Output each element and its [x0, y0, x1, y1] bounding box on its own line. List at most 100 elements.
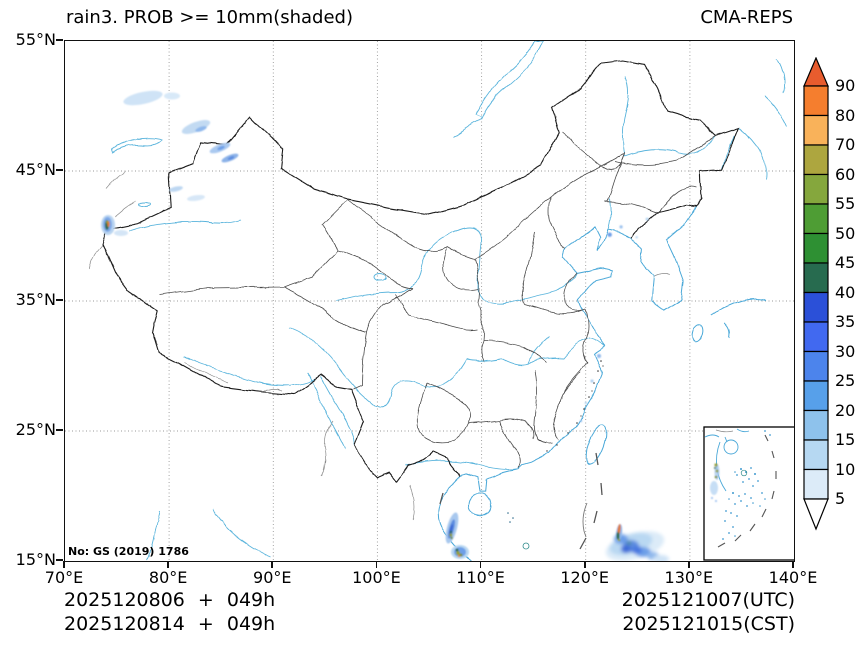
- lat-tick-mark: [56, 299, 63, 301]
- lon-tick-mark: [583, 561, 586, 568]
- colorbar-over-arrow: [803, 57, 829, 87]
- south-china-sea-inset: [703, 426, 794, 561]
- lon-tick-mark: [375, 561, 378, 568]
- pearl-river: [405, 460, 518, 470]
- lat-tick-mark: [56, 39, 63, 41]
- province-borders: [158, 132, 717, 469]
- precip-philippine-sea: [605, 531, 669, 561]
- lon-tick-label: 70°E: [44, 568, 84, 587]
- colorbar-segment: [803, 262, 829, 294]
- page-title: rain3. PROB >= 10mm(shaded): [66, 7, 353, 28]
- colorbar-tick-label: 70: [835, 135, 856, 154]
- lon-tick-label: 130°E: [664, 568, 714, 587]
- lat-tick-mark: [56, 169, 63, 171]
- inset-island-speckles: [722, 430, 771, 540]
- valid-time-cst: 2025121015(CST): [622, 613, 795, 635]
- colorbar-tick-label: 60: [835, 164, 856, 184]
- colorbar-tick-label: 20: [835, 400, 856, 420]
- taiwan-island: [585, 425, 607, 465]
- inset-precip: [710, 463, 720, 502]
- colorbar-tick-label: 10: [835, 459, 856, 479]
- china-coastline: [461, 226, 631, 493]
- colorbar-segment: [803, 350, 829, 382]
- valid-time-utc: 2025121007(UTC): [621, 589, 795, 611]
- colorbar-segment: [803, 321, 829, 353]
- lon-tick-label: 110°E: [456, 568, 505, 587]
- lon-tick-label: 140°E: [768, 568, 818, 587]
- colorbar-tick-label: 30: [835, 341, 856, 361]
- precip-shaded-areas: [101, 90, 649, 559]
- colorbar-segment: [803, 380, 829, 412]
- colorbar-under-arrow: [803, 498, 829, 531]
- lon-tick-mark: [63, 561, 65, 568]
- license-watermark: No: GS (2019) 1786: [68, 545, 189, 558]
- lat-tick-label: 35°N: [15, 290, 56, 309]
- lon-tick-mark: [167, 561, 169, 568]
- lon-tick-label: 90°E: [253, 568, 292, 587]
- lon-tick-mark: [271, 561, 274, 568]
- lon-tick-mark: [688, 561, 690, 568]
- colorbar-tick-label: 40: [835, 282, 856, 302]
- colorbar-segment: [803, 232, 829, 264]
- inset-nine-dash-line: [717, 434, 777, 548]
- init-time-cst: 2025120814 + 049h: [64, 613, 276, 635]
- tarim-river: [127, 219, 242, 232]
- colorbar-tick-label: 80: [835, 105, 856, 125]
- lon-tick-label: 80°E: [148, 568, 188, 587]
- colorbar-tick-label: 50: [835, 223, 856, 243]
- colorbar-segment: [803, 144, 829, 176]
- lon-tick-label: 120°E: [560, 568, 610, 587]
- coastal-islands: [546, 360, 604, 452]
- colorbar-segment: [803, 439, 829, 471]
- colorbar-segment: [803, 85, 829, 117]
- korea-coastline: [630, 205, 697, 311]
- lon-tick-mark: [792, 561, 794, 568]
- precip-philippine-streak: [615, 524, 623, 542]
- init-time-utc: 2025120806 + 049h: [64, 589, 276, 611]
- colorbar-segment: [803, 468, 829, 500]
- colorbar-segment: [803, 173, 829, 205]
- inset-hainan-island: [723, 439, 739, 455]
- nine-dash-line: [439, 452, 603, 550]
- colorbar-tick-label: 15: [835, 430, 856, 449]
- colorbar-tick-label: 55: [835, 194, 856, 213]
- paracel-islands: [507, 512, 530, 550]
- probability-colorbar: 90 80 70 60 55 50 45 40 35 30 25 20 15 10 5: [801, 57, 860, 543]
- foreign-borders: [88, 170, 671, 520]
- map-plot-area: No: GS (2019) 1786: [64, 40, 795, 562]
- coastlines: [437, 205, 768, 561]
- lat-tick-label: 55°N: [15, 30, 56, 49]
- brahmaputra: [182, 356, 316, 386]
- lake-baikal: [475, 41, 545, 119]
- yangtze-river: [288, 327, 607, 409]
- lat-tick-label: 25°N: [15, 420, 56, 439]
- lat-tick-mark: [56, 429, 63, 431]
- luzon-coast: [582, 502, 588, 538]
- yellow-river: [335, 226, 577, 304]
- country-border: [101, 59, 740, 483]
- colorbar-tick-label: 35: [835, 312, 856, 331]
- colorbar-tick-label: 45: [835, 253, 856, 272]
- lon-tick-label: 100°E: [352, 568, 401, 587]
- lon-tick-mark: [479, 561, 482, 568]
- colorbar-segment: [803, 203, 829, 235]
- china-map-svg: [65, 41, 794, 561]
- rivers: [110, 41, 788, 561]
- qinghai-lake: [373, 274, 386, 282]
- hainan-island: [468, 493, 491, 517]
- lake-balkhash: [110, 137, 163, 153]
- colorbar-tick-label: 5: [835, 489, 846, 508]
- lat-tick-label: 15°N: [15, 550, 56, 569]
- kyushu-island: [692, 323, 704, 343]
- colorbar-tick-label: 90: [835, 76, 856, 95]
- lat-tick-label: 45°N: [15, 160, 56, 179]
- colorbar-segment: [803, 291, 829, 323]
- graticule-gridlines: [65, 41, 794, 561]
- colorbar-segment: [803, 114, 829, 146]
- colorbar-swatches: [803, 57, 829, 531]
- colorbar-tick-label: 25: [835, 371, 856, 390]
- colorbar-segment: [803, 409, 829, 441]
- lat-tick-mark: [56, 559, 63, 561]
- model-label: CMA-REPS: [700, 7, 793, 28]
